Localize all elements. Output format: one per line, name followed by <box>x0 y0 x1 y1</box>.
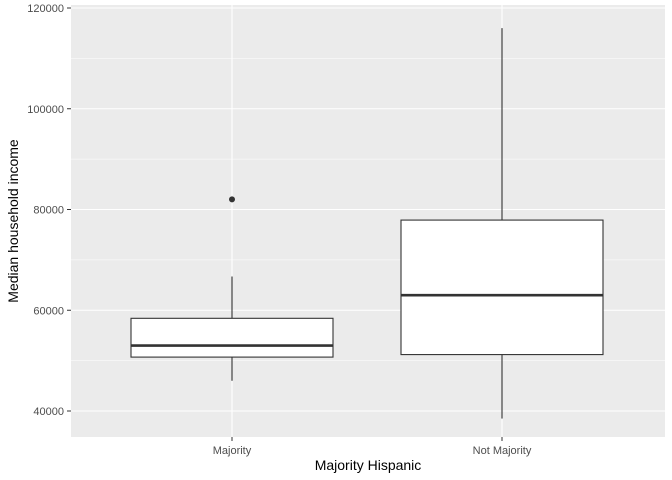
outlier-point <box>229 196 235 203</box>
x-tick-label: Majority <box>213 445 252 457</box>
minor-gridlines <box>71 58 665 361</box>
y-tick-label: 100000 <box>27 104 64 116</box>
y-tick-label: 80000 <box>33 205 64 217</box>
y-axis: 40000 60000 80000 100000 120000 <box>27 3 71 418</box>
box-series <box>130 28 604 419</box>
y-tick-label: 120000 <box>27 3 64 15</box>
iqr-box <box>130 317 334 358</box>
x-axis: Majority Not Majority <box>213 437 532 457</box>
box-not-majority <box>400 28 604 419</box>
iqr-box <box>400 219 604 356</box>
x-tick-label: Not Majority <box>473 445 532 457</box>
y-axis-title: Median household income <box>5 139 21 303</box>
y-tick-label: 60000 <box>33 305 64 317</box>
box-majority <box>130 196 334 381</box>
y-tick-label: 40000 <box>33 406 64 418</box>
x-axis-title: Majority Hispanic <box>315 457 422 473</box>
